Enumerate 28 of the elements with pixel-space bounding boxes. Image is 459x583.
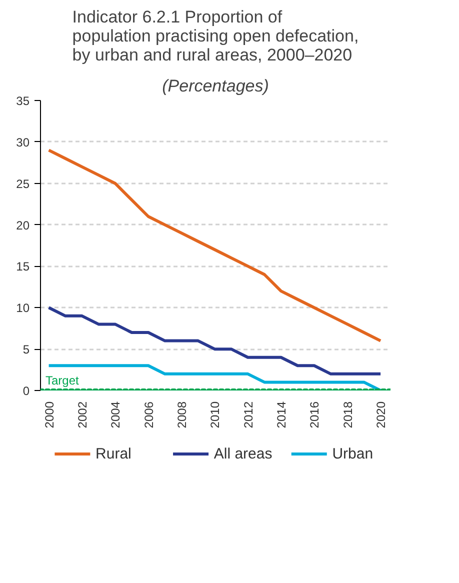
y-tick-label: 25: [16, 176, 30, 191]
y-tick-label: 35: [16, 94, 30, 108]
chart-subtitle: (Percentages): [162, 76, 269, 96]
y-tick-label: 30: [16, 135, 30, 150]
x-tick-label: 2000: [42, 401, 56, 428]
legend-label: Urban: [332, 446, 374, 462]
y-tick-label: 15: [16, 260, 30, 274]
x-tick-label: 2006: [142, 401, 156, 428]
x-tick-label: 2002: [75, 401, 90, 428]
x-tick-label: 2016: [308, 401, 322, 428]
y-tick-label: 20: [16, 218, 30, 232]
line-series: [47, 148, 382, 342]
line-series: [47, 306, 382, 376]
y-tick-label: 5: [22, 342, 30, 357]
legend-label: Rural: [96, 446, 132, 462]
x-tick-label: 2010: [208, 401, 222, 428]
x-tick-label: 2012: [241, 401, 256, 428]
y-tick-label: 10: [16, 301, 30, 316]
legend-label: All areas: [214, 446, 272, 462]
x-tick-label: 2018: [340, 401, 355, 428]
y-tick-label: 0: [22, 384, 30, 398]
x-tick-label: 2004: [108, 401, 123, 428]
x-tick-label: 2008: [174, 401, 189, 428]
ref-line-label: Target: [45, 374, 80, 388]
line-series: [47, 364, 382, 390]
chart-title: Indicator 6.2.1 Proportion of population practising open defecation, by urban and rural areas, 2000–2020: [72, 8, 359, 64]
x-tick-label: 2020: [374, 401, 388, 428]
x-tick-label: 2014: [274, 401, 289, 428]
